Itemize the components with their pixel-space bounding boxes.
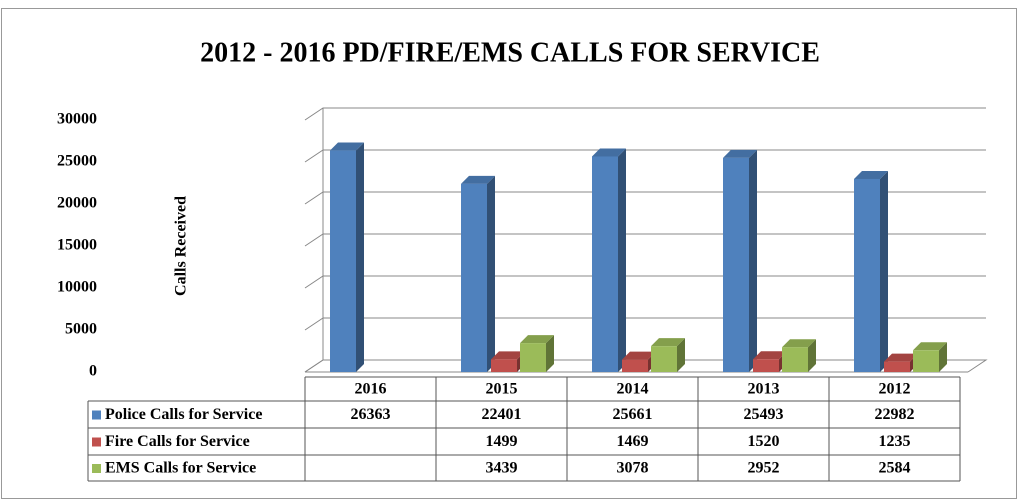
table-value: 1469 xyxy=(617,433,649,450)
legend-label: Police Calls for Service xyxy=(105,406,262,423)
table-value: 3439 xyxy=(486,460,518,477)
y-tick-label: 0 xyxy=(89,363,97,380)
bar xyxy=(592,156,618,372)
bar-top xyxy=(854,170,888,179)
table-value: 22401 xyxy=(482,406,522,423)
grid-line xyxy=(304,191,986,205)
x-tick-label: 2015 xyxy=(486,381,518,398)
bar-side xyxy=(749,149,757,372)
bar xyxy=(622,359,648,372)
table-value: 2584 xyxy=(879,460,911,477)
bar-side xyxy=(618,148,626,372)
legend-key xyxy=(92,437,101,447)
bar-side xyxy=(487,175,495,372)
bar xyxy=(854,178,880,372)
bar xyxy=(491,359,517,372)
table-value: 26363 xyxy=(351,406,391,423)
bar xyxy=(782,347,808,372)
bar-side xyxy=(880,170,888,372)
x-tick-label: 2012 xyxy=(879,381,911,398)
bar-top xyxy=(913,342,947,351)
table-value: 25661 xyxy=(613,406,653,423)
bar-top xyxy=(622,351,656,360)
grid-line xyxy=(304,275,986,289)
table-value: 1499 xyxy=(486,433,518,450)
legend-key xyxy=(92,464,101,473)
legend-label: EMS Calls for Service xyxy=(105,460,256,477)
chart-border xyxy=(1,8,1017,499)
bar-top xyxy=(753,351,787,360)
legend-label: Fire Calls for Service xyxy=(105,433,250,450)
bar-top xyxy=(330,142,364,151)
bar-top xyxy=(651,338,685,347)
bar-side xyxy=(546,335,554,372)
bar-top xyxy=(491,351,525,360)
y-tick-label: 30000 xyxy=(57,111,97,128)
bar xyxy=(461,183,487,372)
grid-line xyxy=(304,233,986,247)
y-axis-label: Calls Received xyxy=(173,196,190,296)
bar-top xyxy=(520,335,554,344)
bar-side xyxy=(939,342,947,372)
table-value: 25493 xyxy=(744,406,784,423)
table-value: 1235 xyxy=(879,433,911,450)
table-value: 3078 xyxy=(617,460,649,477)
table-value: 2952 xyxy=(748,460,780,477)
bar-top xyxy=(461,175,495,184)
y-tick-label: 20000 xyxy=(57,195,97,212)
grid-line xyxy=(304,107,986,121)
bar-top xyxy=(884,353,918,362)
bar-side xyxy=(356,142,364,372)
bar xyxy=(913,350,939,372)
bar-top xyxy=(592,148,626,157)
bar xyxy=(520,343,546,372)
y-tick-label: 25000 xyxy=(57,153,97,170)
table-value: 22982 xyxy=(875,406,915,423)
grid-line xyxy=(304,149,986,163)
y-tick-label: 10000 xyxy=(57,279,97,296)
bar xyxy=(884,361,910,372)
chart-title: 2012 - 2016 PD/FIRE/EMS CALLS FOR SERVIC… xyxy=(200,37,820,68)
bar xyxy=(330,150,356,372)
table-value: 1520 xyxy=(748,433,780,450)
x-tick-label: 2016 xyxy=(355,381,387,398)
x-tick-label: 2014 xyxy=(617,381,649,398)
bar xyxy=(753,359,779,372)
bar-side xyxy=(808,339,816,372)
bar-top xyxy=(723,149,757,158)
grid-line xyxy=(304,317,986,331)
bar-side xyxy=(677,338,685,372)
bar xyxy=(723,157,749,372)
y-tick-label: 15000 xyxy=(57,237,97,254)
bar xyxy=(651,346,677,372)
y-tick-label: 5000 xyxy=(65,321,97,338)
legend-key xyxy=(92,410,101,420)
bar-top xyxy=(782,339,816,348)
x-tick-label: 2013 xyxy=(748,381,780,398)
